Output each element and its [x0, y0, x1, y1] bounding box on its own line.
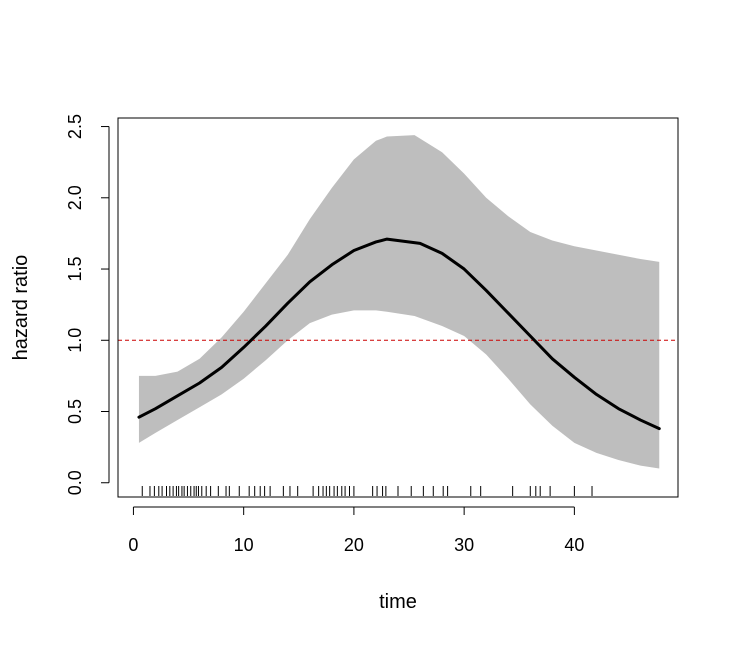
y-tick-label: 0.5: [65, 399, 85, 424]
x-tick-label: 30: [454, 535, 474, 555]
x-axis-title: time: [379, 591, 417, 613]
confidence-band-layer: [138, 135, 660, 469]
estimate-line-layer: [137, 237, 661, 431]
confidence-band: [138, 135, 660, 469]
y-tick-label: 1.5: [65, 257, 85, 282]
x-axis: 0 10 20 30 40: [128, 506, 584, 555]
y-tick-label: 2.0: [65, 185, 85, 210]
x-tick-label: 20: [344, 535, 364, 555]
x-tick-label: 40: [564, 535, 584, 555]
estimate-line: [137, 237, 661, 431]
y-tick-label: 1.0: [65, 328, 85, 353]
y-tick-label: 2.5: [65, 114, 85, 139]
y-tick-label: 0.0: [65, 470, 85, 495]
plot-frame: [117, 117, 679, 498]
rug-layer: [141, 486, 593, 496]
y-axis: 0.0 0.5 1.0 1.5 2.0 2.5: [65, 114, 110, 495]
x-tick-label: 0: [128, 535, 138, 555]
y-axis-title: hazard ratio: [10, 255, 32, 361]
x-tick-label: 10: [234, 535, 254, 555]
